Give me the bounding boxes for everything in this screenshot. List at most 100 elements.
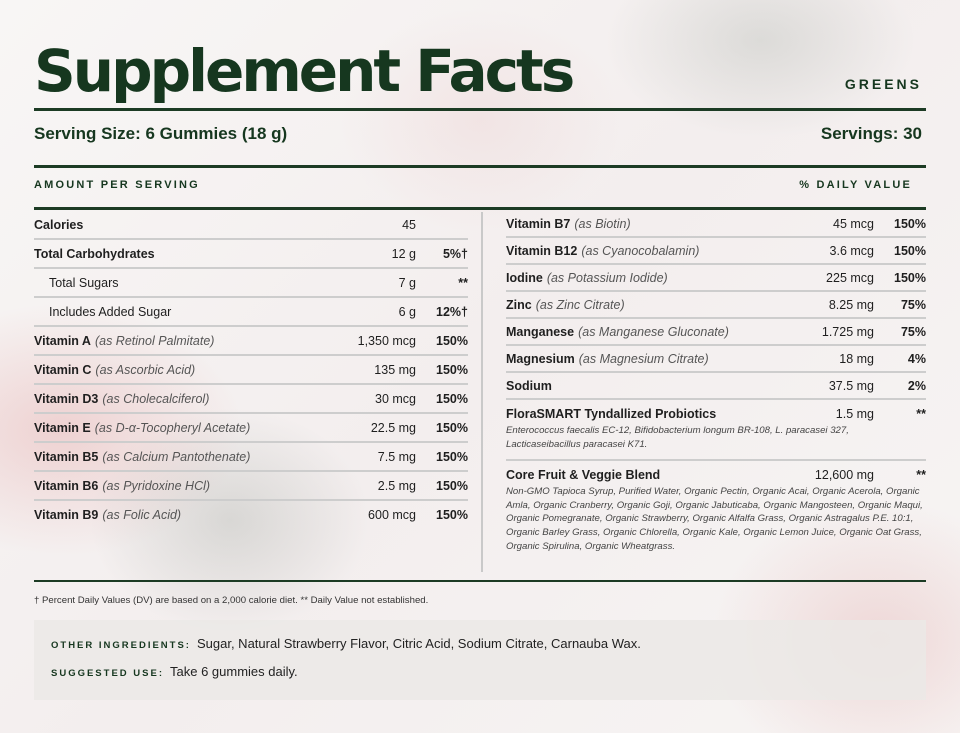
nutrient-source: (as Cyanocobalamin)	[581, 243, 700, 258]
nutrient-name-cell: Vitamin B6 (as Pyridoxine HCl)	[34, 479, 296, 493]
nutrient-name: Vitamin C	[34, 362, 92, 377]
nutrient-source: (as Manganese Gluconate)	[578, 324, 729, 339]
daily-value-heading: % DAILY VALUE	[799, 179, 912, 191]
nutrient-row: Total Carbohydrates 12 g 5%†	[34, 240, 468, 269]
nutrient-daily-value: 75%	[900, 324, 926, 339]
divider-header	[34, 207, 926, 210]
divider-top	[34, 108, 926, 111]
nutrient-amount: 6 g	[398, 304, 416, 319]
nutrient-line: Vitamin B12 (as Cyanocobalamin) 3.6 mcg 150…	[506, 238, 926, 263]
nutrient-amount: 1.5 mg	[835, 406, 874, 421]
nutrient-amount: 37.5 mg	[828, 378, 874, 393]
nutrient-line: FloraSMART Tyndallized Probiotics 1.5 mg *…	[506, 400, 926, 427]
nutrient-name: Calories	[34, 217, 84, 232]
nutrient-line: Total Sugars 7 g **	[34, 269, 468, 296]
nutrient-amount: 600 mcg	[368, 507, 416, 522]
nutrient-line: Zinc (as Zinc Citrate) 8.25 mg 75%	[506, 292, 926, 317]
nutrient-amount: 1,350 mcg	[357, 333, 416, 348]
nutrient-daily-value: 75%	[900, 297, 926, 312]
nutrient-source: (as Calcium Pantothenate)	[102, 449, 251, 464]
nutrient-line: Vitamin C (as Ascorbic Acid) 135 mg 150%	[34, 356, 468, 383]
nutrient-name-cell: Vitamin B9 (as Folic Acid)	[34, 508, 296, 522]
other-info-box: OTHER INGREDIENTS: Sugar, Natural Strawbe…	[34, 620, 926, 700]
nutrient-daily-value: 2%	[907, 378, 926, 393]
nutrient-amount: 30 mcg	[375, 391, 416, 406]
nutrient-name-cell: Zinc (as Zinc Citrate)	[506, 298, 734, 312]
nutrient-source: (as Magnesium Citrate)	[578, 351, 709, 366]
nutrient-line: Vitamin B7 (as Biotin) 45 mcg 150%	[506, 211, 926, 236]
nutrient-name: Vitamin B6	[34, 478, 99, 493]
nutrient-row: Iodine (as Potassium Iodide) 225 mcg 150%	[506, 265, 926, 292]
nutrient-row: Manganese (as Manganese Gluconate) 1.725 m…	[506, 319, 926, 346]
nutrient-daily-value: 12%†	[436, 304, 468, 319]
nutrient-source: (as Ascorbic Acid)	[95, 362, 196, 377]
amount-per-serving-heading: AMOUNT PER SERVING	[34, 179, 200, 191]
nutrient-daily-value: **	[458, 275, 468, 290]
other-ingredients: OTHER INGREDIENTS: Sugar, Natural Strawbe…	[51, 636, 909, 651]
nutrient-name-cell: Includes Added Sugar	[34, 305, 296, 319]
nutrient-name: Total Sugars	[49, 275, 119, 290]
brand-label: GREENS	[844, 76, 922, 92]
nutrient-ingredients: Non-GMO Tapioca Syrup, Purified Water, O…	[506, 486, 923, 552]
nutrient-source: (as D-α-Tocopheryl Acetate)	[94, 420, 251, 435]
nutrient-daily-value: 150%	[436, 478, 468, 493]
nutrient-name-cell: Calories	[34, 218, 296, 232]
nutrient-row: Total Sugars 7 g **	[34, 269, 468, 298]
nutrient-column-right: Vitamin B7 (as Biotin) 45 mcg 150% Vitamin B…	[506, 211, 926, 561]
nutrient-name-cell: Iodine (as Potassium Iodide)	[506, 271, 734, 285]
nutrient-name: Iodine	[506, 270, 543, 285]
nutrient-daily-value: 150%	[894, 270, 926, 285]
nutrient-name: Includes Added Sugar	[49, 304, 172, 319]
nutrient-amount: 1.725 mg	[821, 324, 874, 339]
nutrient-amount: 135 mg	[374, 362, 416, 377]
nutrient-name: Manganese	[506, 324, 575, 339]
nutrient-source: (as Retinol Palmitate)	[94, 333, 215, 348]
nutrient-daily-value: 150%	[436, 449, 468, 464]
nutrient-name: Vitamin B12	[506, 243, 578, 258]
nutrient-amount: 45	[402, 217, 416, 232]
nutrient-name: Vitamin B5	[34, 449, 99, 464]
nutrient-name: Vitamin B7	[506, 216, 571, 231]
suggested-use: SUGGESTED USE: Take 6 gummies daily.	[51, 664, 909, 679]
nutrient-amount: 2.5 mg	[377, 478, 416, 493]
nutrient-source: (as Cholecalciferol)	[102, 391, 210, 406]
nutrient-name-cell: Vitamin C (as Ascorbic Acid)	[34, 363, 296, 377]
servings-count: Servings: 30	[820, 124, 922, 143]
nutrient-name: Total Carbohydrates	[34, 246, 155, 261]
column-divider	[481, 212, 483, 572]
columns-header: AMOUNT PER SERVING % DAILY VALUE	[34, 179, 912, 191]
nutrient-name-cell: Core Fruit & Veggie Blend	[506, 468, 734, 482]
nutrient-daily-value: **	[916, 467, 926, 482]
nutrient-row: Vitamin C (as Ascorbic Acid) 135 mg 150%	[34, 356, 468, 385]
nutrient-amount: 225 mcg	[826, 270, 874, 285]
nutrient-line: Total Carbohydrates 12 g 5%†	[34, 240, 468, 267]
nutrient-name-cell: FloraSMART Tyndallized Probiotics	[506, 407, 734, 421]
nutrient-name: Vitamin E	[34, 420, 91, 435]
page-title: Supplement Facts	[34, 37, 575, 105]
nutrient-name-cell: Vitamin A (as Retinol Palmitate)	[34, 334, 296, 348]
nutrient-row: Vitamin D3 (as Cholecalciferol) 30 mcg 150%	[34, 385, 468, 414]
nutrient-row: FloraSMART Tyndallized Probiotics 1.5 mg *…	[506, 400, 926, 462]
nutrient-line: Manganese (as Manganese Gluconate) 1.725 m…	[506, 319, 926, 344]
nutrient-line: Vitamin E (as D-α-Tocopheryl Acetate) 22.5…	[34, 414, 468, 441]
other-ingredients-label: OTHER INGREDIENTS:	[51, 640, 191, 651]
nutrient-source: (as Pyridoxine HCl)	[102, 478, 211, 493]
nutrient-source: (as Biotin)	[574, 216, 631, 231]
nutrient-line: Vitamin B9 (as Folic Acid) 600 mcg 150%	[34, 501, 468, 528]
nutrient-row: Vitamin B7 (as Biotin) 45 mcg 150%	[506, 211, 926, 238]
nutrient-column-left: Calories 45 Total Carbohydrates 12 g 5%† Tota…	[34, 211, 468, 528]
nutrient-name: Vitamin D3	[34, 391, 99, 406]
suggested-use-label: SUGGESTED USE:	[51, 668, 164, 679]
nutrient-amount: 8.25 mg	[828, 297, 874, 312]
nutrient-daily-value: 4%	[907, 351, 926, 366]
nutrient-amount: 22.5 mg	[370, 420, 416, 435]
serving-size: Serving Size: 6 Gummies (18 g)	[34, 124, 288, 143]
nutrient-line: Calories 45	[34, 211, 468, 238]
nutrient-daily-value: 150%	[894, 243, 926, 258]
nutrient-line: Vitamin D3 (as Cholecalciferol) 30 mcg 150%	[34, 385, 468, 412]
nutrient-name-cell: Magnesium (as Magnesium Citrate)	[506, 352, 734, 366]
nutrient-row: Zinc (as Zinc Citrate) 8.25 mg 75%	[506, 292, 926, 319]
nutrient-source: (as Folic Acid)	[102, 507, 182, 522]
nutrient-amount: 45 mcg	[833, 216, 874, 231]
